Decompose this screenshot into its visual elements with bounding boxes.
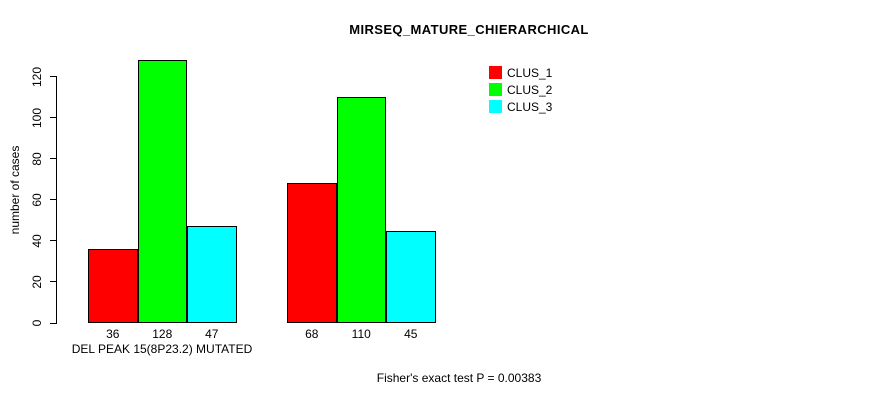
bar-value-clus_2-group2: 110 — [351, 327, 371, 341]
legend-swatch-clus_1 — [489, 66, 502, 79]
y-tick-label-100: 100 — [30, 107, 44, 128]
bar-clus_3-group2 — [386, 230, 436, 323]
bar-clus_1-group2 — [287, 183, 337, 323]
legend-row-clus_2: CLUS_2 — [489, 81, 552, 98]
y-tick-label-20: 20 — [30, 275, 44, 289]
y-tick-label-40: 40 — [30, 234, 44, 248]
legend-label-clus_2: CLUS_2 — [507, 82, 553, 97]
legend-swatch-clus_3 — [489, 100, 502, 113]
y-tick-mark-40 — [50, 240, 57, 242]
legend-row-clus_1: CLUS_1 — [489, 64, 552, 81]
y-tick-mark-20 — [50, 281, 57, 283]
bar-value-clus_2-group1: 128 — [152, 327, 173, 341]
bar-value-clus_1-group1: 36 — [106, 327, 120, 341]
y-tick-mark-120 — [50, 76, 57, 77]
legend-label-clus_1: CLUS_1 — [507, 65, 553, 80]
y-tick-mark-0 — [50, 322, 57, 324]
fisher-test-caption: Fisher's exact test P = 0.00383 — [376, 371, 542, 385]
bar-value-clus_3-group1: 47 — [205, 327, 219, 341]
y-tick-label-60: 60 — [30, 193, 44, 207]
y-tick-mark-100 — [50, 117, 57, 119]
bar-clus_1-group1 — [88, 249, 138, 323]
bar-value-clus_3-group2: 45 — [404, 327, 418, 341]
bar-clus_2-group1 — [137, 60, 187, 323]
y-tick-label-80: 80 — [30, 151, 44, 166]
bar-clus_2-group2 — [336, 97, 386, 323]
y-axis-title: number of cases — [8, 145, 22, 235]
bar-value-clus_1-group2: 68 — [305, 327, 319, 341]
bar-clus_3-group1 — [187, 226, 237, 323]
y-tick-mark-80 — [50, 158, 57, 160]
x-group-label: DEL PEAK 15(8P23.2) MUTATED — [71, 342, 253, 356]
chart-title: MIRSEQ_MATURE_CHIERARCHICAL — [349, 22, 589, 37]
legend-row-clus_3: CLUS_3 — [489, 98, 552, 115]
legend-swatch-clus_2 — [489, 83, 502, 96]
legend-label-clus_3: CLUS_3 — [507, 99, 553, 114]
y-tick-label-120: 120 — [30, 66, 44, 87]
legend: CLUS_1 CLUS_2 CLUS_3 — [489, 64, 552, 115]
y-tick-label-0: 0 — [30, 319, 44, 327]
y-tick-mark-60 — [50, 199, 57, 201]
